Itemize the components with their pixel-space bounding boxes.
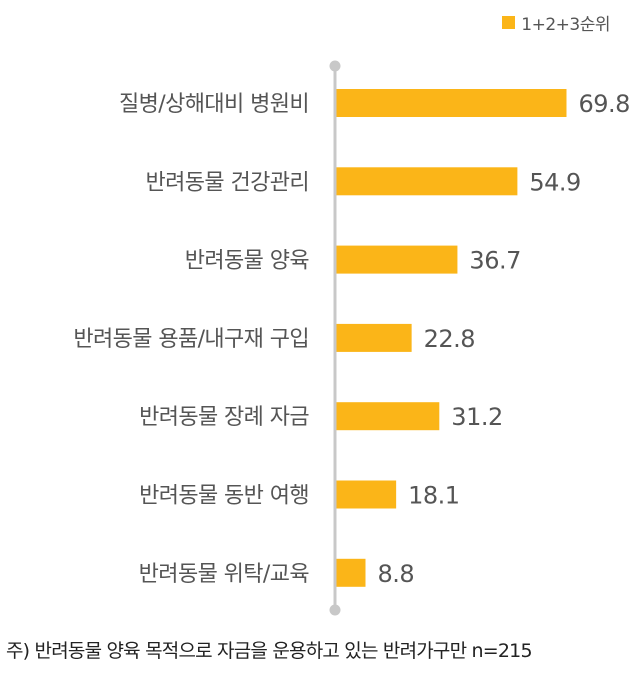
axis-top-cap [329,60,341,72]
bar [336,167,518,196]
bar [336,245,458,274]
bar [336,402,440,431]
legend-label: 1+2+3순위 [521,15,610,35]
bar-chart: 질병/상해대비 병원비 69.8 반려동물 건강관리 54.9 반려동물 양육 36.7 반… [73,60,630,616]
category-label: 반려동물 양육 [185,249,310,274]
value-label: 69.8 [578,90,629,118]
bar [336,558,366,587]
legend: 1+2+3순위 [502,10,610,35]
category-label: 반려동물 장례 자금 [139,405,309,430]
value-label: 36.7 [469,247,520,275]
value-label: 31.2 [451,403,502,431]
value-label: 8.8 [377,560,414,588]
footnote: 주) 반려동물 양육 목적으로 자금을 운용하고 있는 반려가구만 n=215 [6,640,533,662]
value-label: 22.8 [424,325,475,353]
value-label: 54.9 [529,168,580,196]
bar [336,323,412,352]
category-label: 질병/상해대비 병원비 [119,92,309,117]
bar [336,89,567,117]
category-label: 반려동물 위탁/교육 [139,562,310,587]
category-label: 반려동물 용품/내구재 구입 [73,327,309,352]
value-label: 18.1 [408,482,459,510]
axis-bottom-cap [329,604,341,616]
legend-swatch [502,16,516,29]
bar [336,480,397,509]
category-label: 반려동물 건강관리 [145,170,309,195]
category-label: 반려동물 동반 여행 [139,484,309,509]
